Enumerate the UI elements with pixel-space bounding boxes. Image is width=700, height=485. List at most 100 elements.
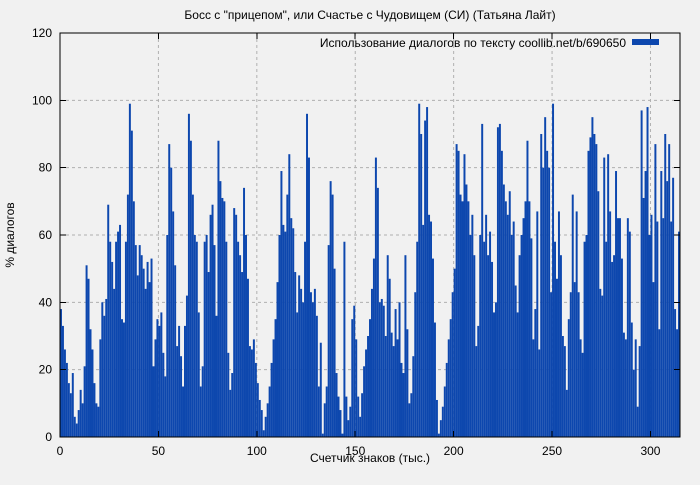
bar: [313, 288, 316, 437]
bar: [189, 140, 192, 438]
bar: [473, 255, 476, 437]
bar: [113, 288, 116, 437]
bar: [386, 255, 389, 437]
bar: [229, 389, 232, 437]
bar: [130, 130, 133, 437]
x-tick-label: 100: [247, 444, 267, 458]
bar: [447, 339, 450, 437]
bar: [128, 103, 131, 437]
bar: [556, 278, 558, 437]
bars-layer: [60, 103, 680, 438]
bar: [93, 383, 96, 437]
bar: [256, 383, 259, 437]
bar: [71, 373, 74, 437]
bar: [455, 144, 458, 437]
bar: [587, 150, 590, 437]
x-tick-label: 250: [542, 444, 562, 458]
bar: [370, 288, 373, 437]
bar: [518, 255, 521, 437]
bar: [496, 127, 499, 438]
bar: [508, 191, 511, 437]
bar: [420, 134, 423, 437]
bar: [632, 369, 635, 437]
bar: [262, 430, 265, 437]
bar: [441, 406, 444, 437]
bar: [353, 305, 356, 437]
bar: [652, 282, 655, 437]
bar: [453, 268, 456, 437]
bar: [613, 255, 616, 437]
bar: [219, 181, 222, 437]
bar: [634, 339, 637, 437]
bar: [95, 403, 98, 437]
bar: [622, 332, 625, 437]
bar: [195, 241, 198, 437]
legend-swatch: [632, 39, 659, 45]
bar: [443, 386, 446, 437]
bar: [664, 134, 667, 437]
bar: [215, 315, 218, 437]
bar: [520, 235, 523, 437]
bar: [225, 241, 228, 437]
bar: [642, 197, 645, 437]
bar: [103, 315, 106, 437]
bar: [392, 346, 395, 437]
bar: [487, 255, 490, 437]
bar: [603, 157, 606, 437]
bar: [280, 171, 283, 437]
bar: [426, 107, 429, 437]
bar: [298, 275, 301, 437]
x-tick-label: 300: [640, 444, 660, 458]
bar: [176, 346, 179, 437]
bar: [77, 410, 80, 437]
bar: [595, 144, 598, 437]
bar: [246, 278, 249, 437]
bar: [430, 221, 432, 437]
bar: [288, 154, 291, 437]
bar: [335, 373, 338, 437]
bar: [347, 420, 350, 437]
bar: [160, 312, 163, 437]
bar: [662, 218, 665, 437]
bar: [201, 366, 204, 437]
bar: [414, 292, 417, 437]
bar: [416, 241, 419, 437]
bar: [483, 241, 486, 437]
bar: [363, 366, 366, 437]
bar: [311, 302, 314, 437]
bar: [624, 339, 627, 437]
bar: [101, 302, 104, 437]
bar: [554, 241, 556, 437]
bar: [479, 235, 482, 437]
bar: [248, 346, 251, 437]
x-tick-label: 200: [444, 444, 464, 458]
bar: [290, 218, 293, 437]
bar: [205, 235, 208, 437]
bar: [658, 329, 661, 437]
bar: [469, 235, 472, 437]
bar: [107, 204, 110, 437]
bar: [601, 295, 604, 437]
bar: [191, 194, 194, 437]
bar: [522, 218, 525, 437]
bar: [465, 184, 468, 437]
bar: [650, 214, 653, 437]
bar: [276, 282, 279, 437]
bar: [337, 396, 340, 437]
bar: [166, 235, 169, 437]
bar: [439, 420, 442, 437]
bar: [638, 346, 641, 437]
y-tick-label: 100: [32, 93, 52, 107]
bar: [121, 319, 123, 437]
bar: [174, 265, 177, 437]
bar: [115, 241, 118, 437]
bar: [270, 362, 273, 437]
bar: [404, 255, 407, 437]
bar: [69, 393, 72, 437]
bar: [636, 406, 639, 437]
bar: [67, 383, 70, 437]
bar: [321, 433, 324, 437]
bar: [626, 218, 629, 437]
bar: [546, 150, 549, 437]
bar: [374, 157, 377, 437]
